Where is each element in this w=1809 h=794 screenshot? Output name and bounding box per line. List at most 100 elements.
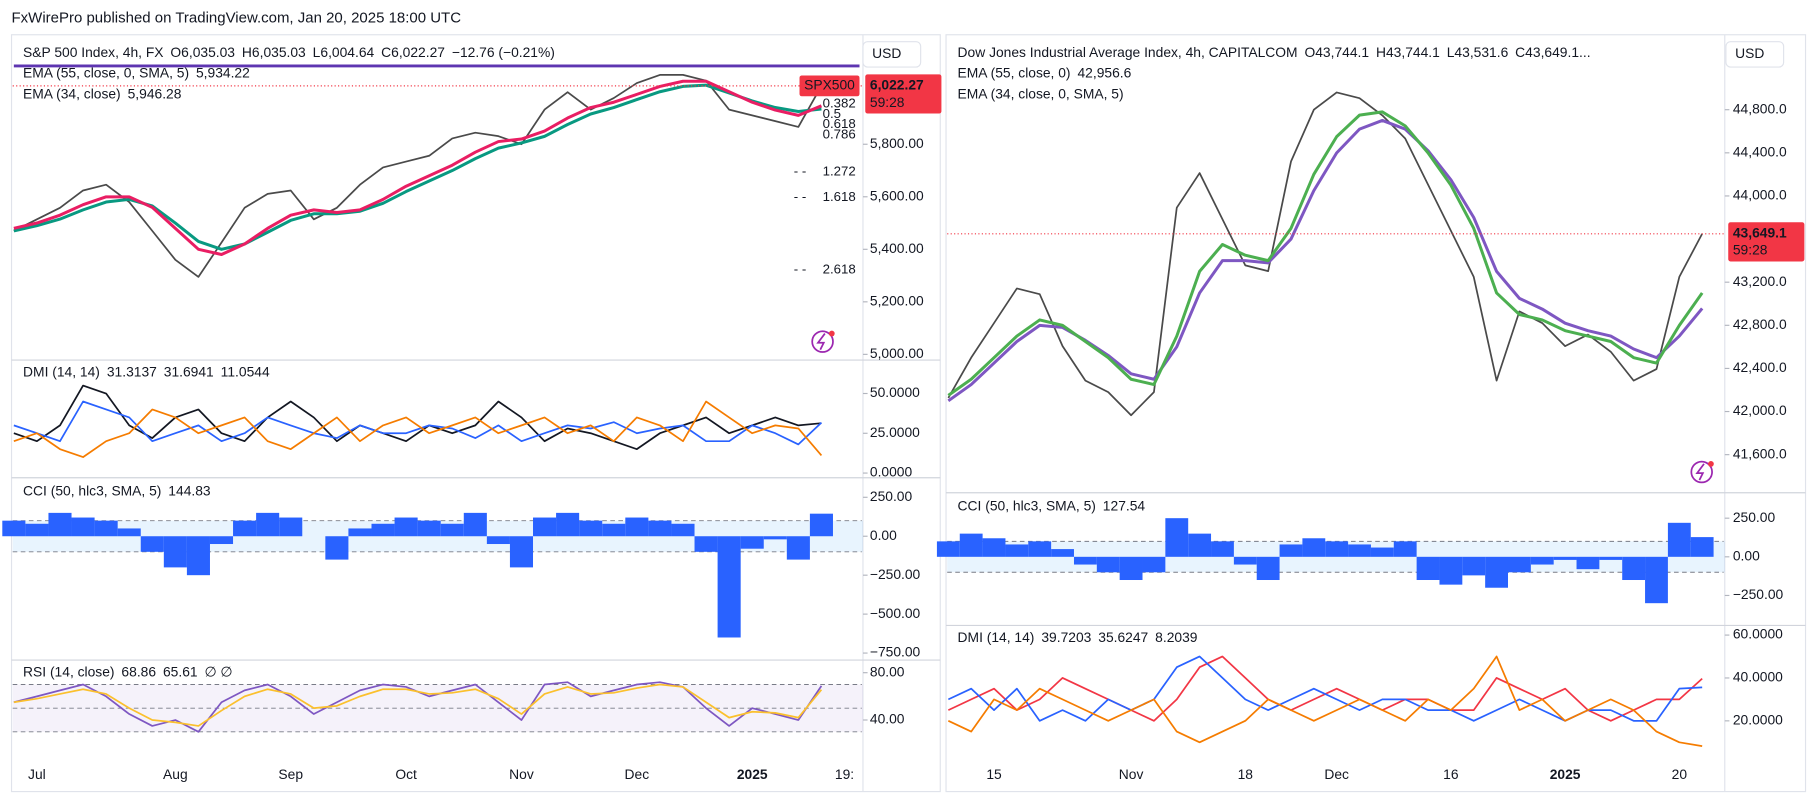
price-box <box>865 74 942 114</box>
bar <box>763 536 787 540</box>
symbol-box <box>799 75 860 97</box>
legend-title: S&P 500 Index, 4h, FX <box>23 44 163 60</box>
legend-value: 5,934.22 <box>196 65 250 81</box>
series-line <box>13 384 822 451</box>
ohlc-text: 43,744.1 <box>1315 44 1369 60</box>
y-tick-label: 80.00 <box>870 663 905 679</box>
series-line <box>13 400 823 458</box>
fib-label: - - <box>794 189 807 204</box>
bar <box>1416 556 1440 581</box>
bar <box>256 512 280 537</box>
snap-icon[interactable] <box>1690 460 1714 484</box>
bar <box>936 541 960 557</box>
y-tick-label: 250.00 <box>870 488 913 504</box>
y-tick-label: 25.0000 <box>870 424 920 440</box>
series-line <box>947 655 1703 747</box>
x-tick-label: 19: <box>835 766 854 782</box>
bar <box>1302 538 1326 557</box>
y-tick-label: 44,800.0 <box>1733 100 1787 116</box>
bar <box>786 536 810 560</box>
bar <box>1325 541 1349 557</box>
bar <box>25 523 49 537</box>
bar <box>71 517 95 537</box>
bar <box>48 512 72 537</box>
bar <box>982 538 1006 557</box>
bar <box>1188 533 1212 557</box>
price-line <box>13 74 823 278</box>
fib-label: 2.618 <box>823 262 856 277</box>
fib-label: 0.382 <box>823 95 856 110</box>
ohlc-text: 43,649.1... <box>1525 44 1590 60</box>
bar <box>1507 556 1531 573</box>
ohlc-text: O <box>170 44 181 60</box>
bar <box>1211 541 1234 557</box>
ohlc-text: 6,035.03 <box>252 44 306 60</box>
legend-title: CCI (50, hlc3, SMA, 5) <box>23 482 161 498</box>
x-tick-label: 16 <box>1443 766 1459 782</box>
bar <box>1051 549 1074 557</box>
bar <box>694 536 718 552</box>
bar <box>717 536 741 638</box>
snap-icon[interactable] <box>811 330 835 353</box>
bar <box>1485 556 1508 588</box>
bar <box>163 536 187 568</box>
legend-value: 65.61 <box>163 663 198 679</box>
ohlc-text: 6,035.03 <box>181 44 235 60</box>
bar <box>1279 544 1303 557</box>
bar <box>625 517 649 537</box>
bar <box>279 517 303 537</box>
price-line <box>947 91 1703 417</box>
y-tick-label: 44,400.0 <box>1733 143 1787 159</box>
series-line <box>13 400 823 446</box>
legend-entry: EMA (55, close, 0, SMA, 5) <box>23 65 189 81</box>
bar <box>1165 518 1189 557</box>
x-tick-label: Nov <box>509 766 534 782</box>
y-tick-label: 0.0000 <box>870 464 913 480</box>
bar <box>1028 541 1052 557</box>
legend-extra: ∅ ∅ <box>205 663 233 679</box>
bar <box>602 523 626 537</box>
y-tick-label: 250.00 <box>1733 509 1776 525</box>
series-line <box>13 683 823 727</box>
ohlc-text: O <box>1304 44 1315 60</box>
bar <box>394 517 418 537</box>
bar <box>1142 556 1166 573</box>
series-line <box>947 118 1704 403</box>
bar <box>1645 556 1668 604</box>
bar <box>533 517 557 537</box>
y-tick-label: 5,600.00 <box>870 187 924 203</box>
y-tick-label: 41,600.0 <box>1733 445 1787 461</box>
bar <box>1439 556 1463 585</box>
ohlc-text: 43,531.6 <box>1454 44 1508 60</box>
x-tick-label: 2025 <box>1550 766 1581 782</box>
countdown: 59:28 <box>1733 242 1768 258</box>
bar <box>509 536 534 568</box>
countdown: 59:28 <box>870 94 905 110</box>
fib-label: 0.5 <box>823 106 841 121</box>
y-tick-label: 5,200.00 <box>870 292 924 308</box>
bar <box>325 536 349 560</box>
legend-value: 68.86 <box>121 663 156 679</box>
legend-value: 39.7203 <box>1041 629 1091 645</box>
bar <box>2 520 26 537</box>
legend-value: 35.6247 <box>1098 629 1148 645</box>
bar <box>233 520 257 537</box>
legend-value: 144.83 <box>168 482 211 498</box>
ohlc-text: 6,004.64 <box>320 44 374 60</box>
ohlc-text: C <box>1515 44 1525 60</box>
bar <box>1622 556 1646 581</box>
legend-entry: EMA (34, close, 0, SMA, 5) <box>958 85 1124 101</box>
symbol-label: SPX500 <box>804 77 855 93</box>
legend-title: DMI (14, 14) <box>958 629 1035 645</box>
bar <box>117 528 141 537</box>
y-tick-label: −750.00 <box>870 644 921 660</box>
bar <box>348 528 372 537</box>
bar <box>1096 556 1120 573</box>
bar <box>1073 556 1097 565</box>
bar <box>1005 544 1029 557</box>
fib-label: 0.618 <box>823 116 856 131</box>
bar <box>1667 522 1691 557</box>
ohlc-text: 43,744.1 <box>1386 44 1440 60</box>
header: FxWirePro published on TradingView.com, … <box>12 10 462 27</box>
